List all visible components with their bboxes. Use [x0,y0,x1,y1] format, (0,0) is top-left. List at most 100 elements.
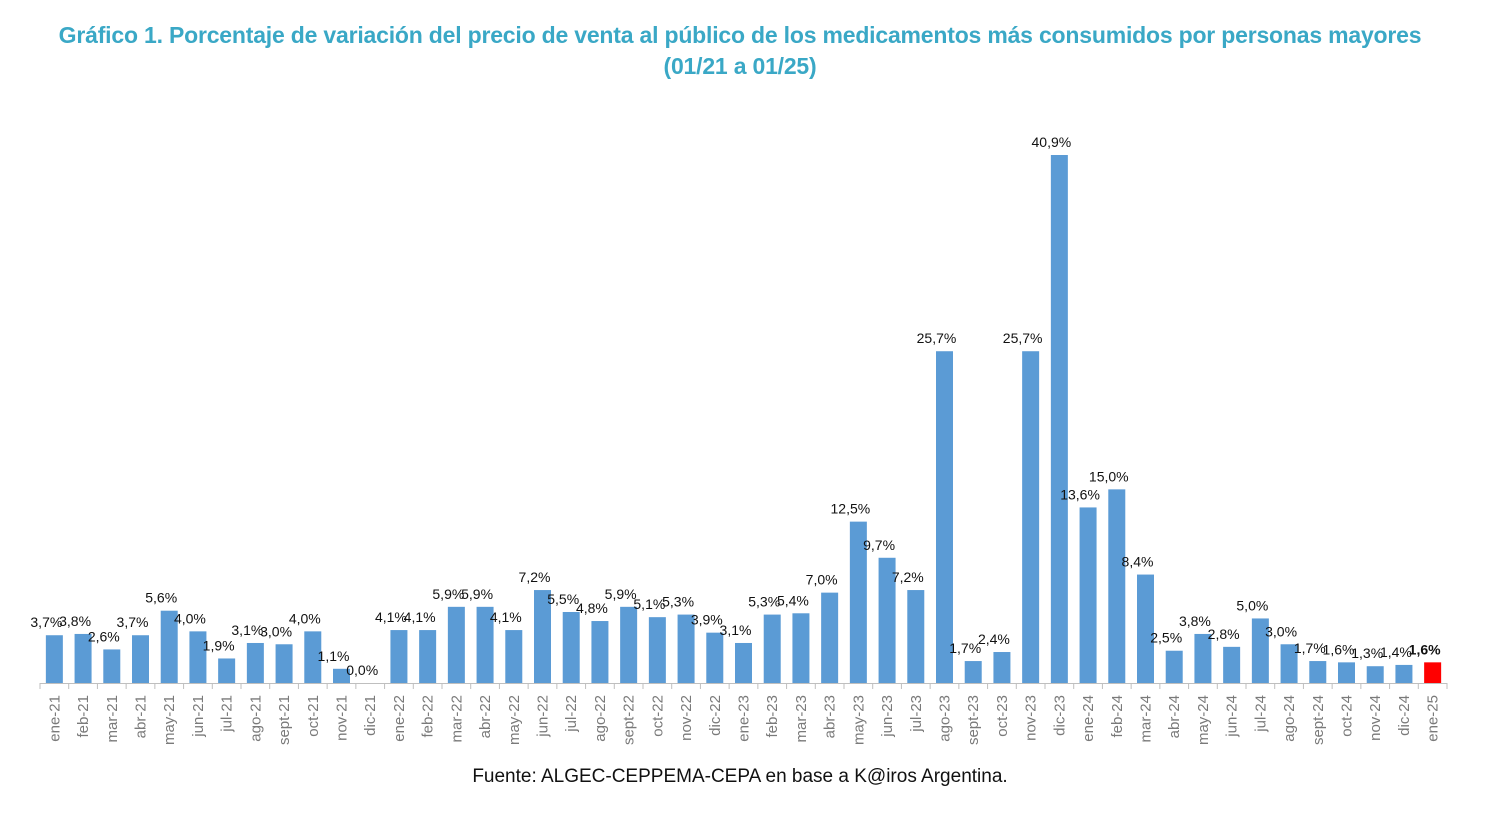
value-label-jun-21: 4,0% [174,610,206,626]
bar-may-23 [849,521,867,683]
value-label-ene-21: 3,7% [30,614,62,630]
bar-sept-21 [275,644,293,683]
bar-may-22 [505,630,523,683]
x-tick-label-oct-23: oct-23 [994,695,1011,737]
bar-ene-25 [1424,662,1442,683]
value-label-feb-24: 15,0% [1089,468,1129,484]
bar-ago-24 [1280,644,1298,683]
value-label-oct-24: 1,6% [1323,641,1355,657]
bar-may-21 [160,610,178,683]
value-label-may-22: 4,1% [490,609,522,625]
value-label-sept-22: 5,9% [605,586,637,602]
x-tick-label-ago-23: ago-23 [937,695,954,742]
bar-feb-22 [419,630,437,683]
value-label-mar-22: 5,9% [432,586,464,602]
value-label-dic-23: 40,9% [1032,134,1072,150]
x-tick-label-abr-23: abr-23 [822,695,839,738]
x-tick-label-dic-22: dic-22 [707,695,724,736]
value-label-mar-23: 5,4% [777,592,809,608]
bar-abr-24 [1165,650,1183,683]
x-tick-label-feb-24: feb-24 [1109,695,1126,738]
value-label-nov-24: 1,3% [1351,645,1383,661]
value-label-ene-23: 3,1% [720,622,752,638]
bar-ene-21 [45,635,63,683]
x-tick-label-sept-24: sept-24 [1310,695,1327,745]
value-label-feb-21: 3,8% [59,613,91,629]
x-tick-label-mar-22: mar-22 [448,695,465,743]
bars-group [45,155,1442,683]
value-label-abr-21: 3,7% [117,614,149,630]
value-label-oct-21: 4,0% [289,610,321,626]
x-tick-label-jul-23: jul-23 [908,695,925,733]
bar-ago-23 [936,351,953,683]
value-label-jul-23: 7,2% [892,569,924,585]
bar-abr-22 [476,606,494,683]
value-label-jul-22: 5,5% [547,591,579,607]
bar-mar-21 [103,649,121,683]
bar-mar-24 [1137,574,1154,683]
x-tick-label-ene-21: ene-21 [46,695,63,742]
bar-ago-21 [246,642,264,683]
value-label-ago-23: 25,7% [917,330,957,346]
value-label-jun-22: 7,2% [519,569,551,585]
bar-ene-22 [390,630,408,683]
bar-abr-23 [821,592,839,683]
bar-dic-23 [1050,155,1068,683]
x-tick-label-jun-23: jun-23 [879,695,896,738]
bar-feb-24 [1108,489,1126,683]
value-label-nov-23: 25,7% [1003,330,1043,346]
value-label-dic-24: 1,4% [1380,644,1412,660]
x-tick-label-sept-23: sept-23 [965,695,982,745]
x-tick-label-oct-22: oct-22 [649,695,666,737]
bar-sept-24 [1309,661,1327,683]
bar-oct-24 [1338,662,1355,683]
x-tick-label-dic-21: dic-21 [362,695,379,736]
bar-jul-24 [1251,618,1269,683]
x-tick-label-nov-24: nov-24 [1367,695,1384,741]
value-label-abr-24: 2,5% [1150,630,1182,646]
value-label-sept-24: 1,7% [1294,640,1326,656]
bar-feb-23 [763,614,781,683]
x-tick-label-jul-21: jul-21 [219,695,236,733]
x-tick-label-jun-24: jun-24 [1224,695,1241,738]
bar-oct-21 [304,631,322,683]
x-tick-label-nov-21: nov-21 [334,695,351,741]
bar-nov-24 [1366,666,1384,683]
value-label-abr-23: 7,0% [806,572,838,588]
x-tick-label-may-23: may-23 [850,695,867,745]
bar-mar-23 [792,613,810,683]
value-label-sept-23: 1,7% [949,640,981,656]
bar-jul-23 [907,590,925,683]
value-label-ago-22: 4,8% [576,600,608,616]
x-tick-label-ago-21: ago-21 [247,695,264,742]
x-tick-label-dic-24: dic-24 [1396,695,1413,736]
x-tick-label-ago-22: ago-22 [592,695,609,742]
x-tick-label-feb-21: feb-21 [75,695,92,738]
bar-sept-22 [620,606,638,683]
x-tick-label-jun-22: jun-22 [535,695,552,738]
x-tick-label-ene-22: ene-22 [391,695,408,742]
x-tick-label-abr-21: abr-21 [133,695,150,738]
value-label-may-24: 3,8% [1179,613,1211,629]
value-label-jun-24: 2,8% [1208,626,1240,642]
value-label-sept-21: 3,0% [260,623,292,639]
x-tick-label-feb-23: feb-23 [764,695,781,738]
value-label-jul-21: 1,9% [203,637,235,653]
bar-mar-22 [447,606,465,683]
x-axis: ene-21 feb-21 mar-21 abr-21 may-21 jun-21 jul-… [39,683,1448,745]
bar-may-24 [1194,633,1212,683]
value-label-nov-22: 5,3% [662,594,694,610]
value-label-ene-24: 13,6% [1060,486,1100,502]
value-label-ene-22: 4,1% [375,609,407,625]
chart-title-line1: Gráfico 1. Porcentaje de variación del p… [58,22,1422,48]
x-tick-label-nov-23: nov-23 [1023,695,1040,741]
value-label-dic-21: 0,0% [346,662,378,678]
x-tick-label-nov-22: nov-22 [678,695,695,741]
value-label-may-21: 5,6% [145,590,177,606]
bar-nov-22 [677,614,695,683]
value-label-abr-22: 5,9% [461,586,493,602]
x-tick-label-sept-22: sept-22 [621,695,638,745]
value-label-oct-23: 2,4% [978,631,1010,647]
value-label-feb-22: 4,1% [404,609,436,625]
